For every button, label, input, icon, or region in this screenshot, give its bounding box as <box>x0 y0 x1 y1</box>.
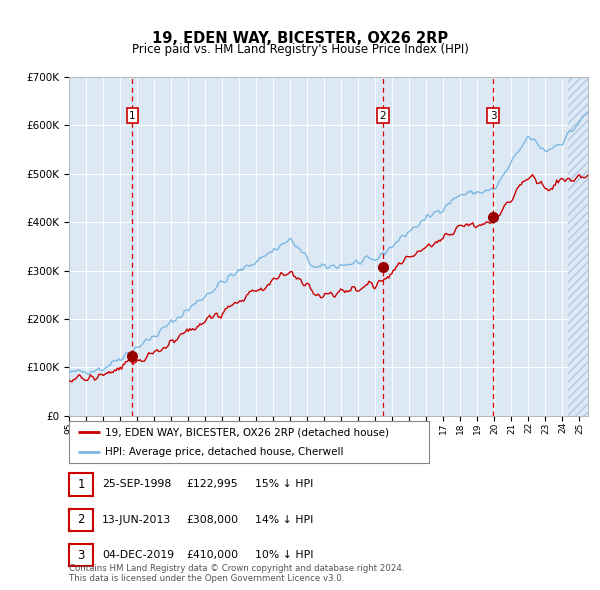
Bar <box>568 77 588 416</box>
Text: 19, EDEN WAY, BICESTER, OX26 2RP (detached house): 19, EDEN WAY, BICESTER, OX26 2RP (detach… <box>105 427 389 437</box>
Text: 10% ↓ HPI: 10% ↓ HPI <box>255 550 314 560</box>
Text: £410,000: £410,000 <box>186 550 238 560</box>
Text: 04-DEC-2019: 04-DEC-2019 <box>102 550 174 560</box>
Text: HPI: Average price, detached house, Cherwell: HPI: Average price, detached house, Cher… <box>105 447 343 457</box>
Text: Price paid vs. HM Land Registry's House Price Index (HPI): Price paid vs. HM Land Registry's House … <box>131 43 469 56</box>
Text: 1: 1 <box>77 478 85 491</box>
Text: 3: 3 <box>490 111 496 121</box>
Text: £308,000: £308,000 <box>186 515 238 525</box>
Text: 14% ↓ HPI: 14% ↓ HPI <box>255 515 313 525</box>
Text: 15% ↓ HPI: 15% ↓ HPI <box>255 480 313 489</box>
Text: 25-SEP-1998: 25-SEP-1998 <box>102 480 171 489</box>
Text: £122,995: £122,995 <box>186 480 238 489</box>
Text: 13-JUN-2013: 13-JUN-2013 <box>102 515 171 525</box>
Text: 2: 2 <box>380 111 386 121</box>
Text: 2: 2 <box>77 513 85 526</box>
Text: Contains HM Land Registry data © Crown copyright and database right 2024.
This d: Contains HM Land Registry data © Crown c… <box>69 563 404 583</box>
Text: 3: 3 <box>77 549 85 562</box>
Text: 19, EDEN WAY, BICESTER, OX26 2RP: 19, EDEN WAY, BICESTER, OX26 2RP <box>152 31 448 46</box>
Text: 1: 1 <box>129 111 136 121</box>
